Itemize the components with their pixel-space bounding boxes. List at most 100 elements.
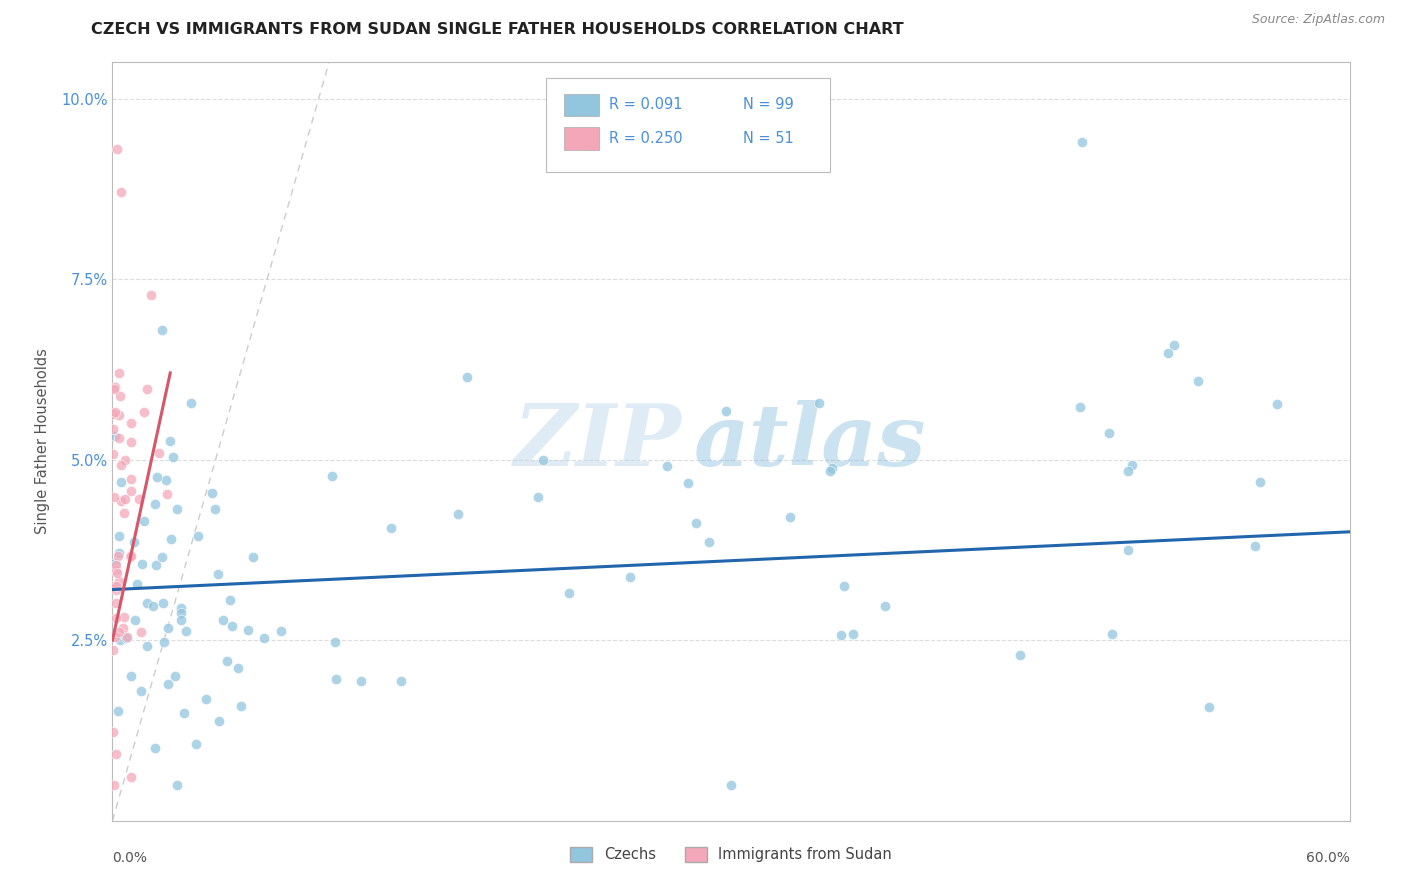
Point [135, 639, 157, 653]
Point [380, 521, 402, 535]
Point [873, 599, 896, 614]
Point [105, 142, 128, 156]
Point [105, 747, 128, 761]
Point [112, 506, 135, 520]
Point [143, 498, 166, 512]
Point [1098, 426, 1121, 441]
Point [101, 407, 124, 421]
Text: N = 99: N = 99 [744, 96, 794, 112]
Point [120, 417, 142, 431]
Point [531, 453, 554, 467]
Point [1101, 626, 1123, 640]
Point [325, 673, 347, 687]
Point [153, 635, 176, 649]
Point [105, 566, 128, 580]
Point [201, 486, 224, 500]
Point [389, 674, 412, 689]
Point [321, 468, 343, 483]
Point [108, 546, 131, 560]
Point [165, 669, 187, 683]
Point [114, 452, 136, 467]
Point [107, 704, 129, 718]
Point [112, 610, 135, 624]
Point [231, 698, 253, 713]
Point [841, 626, 863, 640]
Point [108, 408, 131, 422]
Point [270, 624, 292, 639]
Point [212, 613, 235, 627]
Point [108, 574, 131, 588]
Point [456, 369, 478, 384]
Text: CZECH VS IMMIGRANTS FROM SUDAN SINGLE FATHER HOUSEHOLDS CORRELATION CHART: CZECH VS IMMIGRANTS FROM SUDAN SINGLE FA… [91, 22, 904, 37]
Point [207, 566, 229, 581]
Point [122, 534, 145, 549]
Point [1070, 135, 1092, 149]
Point [104, 557, 127, 571]
Point [820, 464, 842, 478]
Point [685, 516, 707, 530]
Point [655, 459, 678, 474]
FancyBboxPatch shape [564, 127, 599, 150]
Point [101, 422, 124, 436]
Point [204, 502, 226, 516]
Point [131, 558, 153, 572]
Text: Source: ZipAtlas.com: Source: ZipAtlas.com [1251, 13, 1385, 27]
Point [208, 714, 231, 729]
Point [146, 470, 169, 484]
Point [170, 613, 193, 627]
Point [155, 473, 177, 487]
Point [159, 434, 181, 448]
Point [157, 621, 180, 635]
Legend: Czechs, Immigrants from Sudan: Czechs, Immigrants from Sudan [564, 841, 898, 868]
Point [217, 654, 239, 668]
Point [132, 405, 155, 419]
Point [107, 549, 129, 563]
Point [101, 642, 124, 657]
Point [117, 630, 139, 644]
Point [108, 633, 131, 648]
Point [103, 725, 125, 739]
Point [128, 491, 150, 506]
FancyBboxPatch shape [546, 78, 830, 172]
Point [104, 563, 127, 577]
Point [142, 599, 165, 613]
Point [103, 429, 125, 443]
Point [716, 404, 738, 418]
Point [1249, 475, 1271, 489]
Text: R = 0.250: R = 0.250 [609, 131, 682, 145]
Point [107, 366, 129, 380]
Point [720, 778, 742, 792]
Point [120, 435, 142, 450]
Point [136, 382, 159, 396]
Point [112, 621, 135, 635]
Y-axis label: Single Father Households: Single Father Households [35, 349, 51, 534]
Point [219, 593, 242, 607]
Point [148, 446, 170, 460]
Point [101, 447, 124, 461]
Point [104, 611, 127, 625]
Text: ZIP: ZIP [513, 400, 682, 483]
Point [238, 623, 260, 637]
Point [676, 476, 699, 491]
Point [145, 558, 167, 572]
Point [1121, 458, 1143, 472]
Point [1010, 648, 1032, 662]
Point [160, 532, 183, 546]
Point [832, 579, 855, 593]
Point [120, 549, 142, 563]
Point [139, 287, 162, 301]
Point [103, 382, 125, 396]
Point [150, 323, 173, 337]
Point [166, 778, 188, 792]
Point [104, 405, 127, 419]
Point [1163, 338, 1185, 352]
Point [110, 186, 132, 200]
Point [323, 635, 346, 649]
Point [184, 737, 207, 751]
Point [821, 461, 844, 475]
Point [156, 487, 179, 501]
Point [124, 613, 146, 627]
Point [110, 494, 132, 508]
Point [110, 475, 132, 490]
Point [166, 501, 188, 516]
